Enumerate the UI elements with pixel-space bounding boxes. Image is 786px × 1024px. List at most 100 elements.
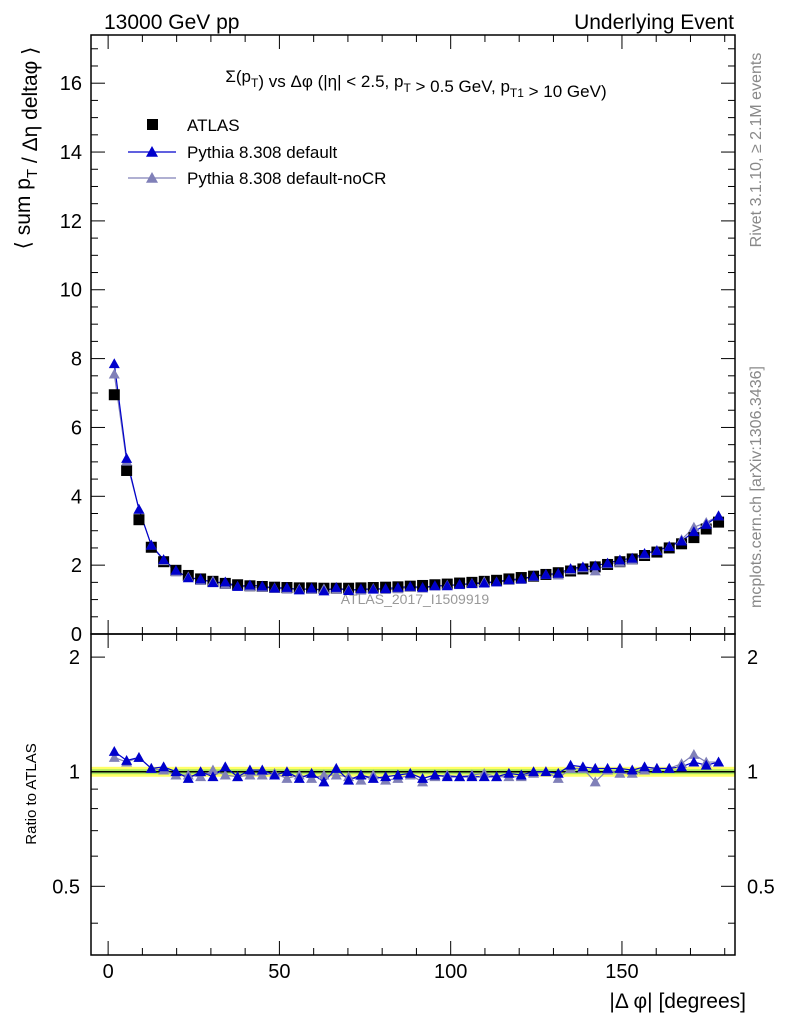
ratio-default-point — [293, 772, 305, 783]
main-data-marks — [108, 358, 725, 596]
ratio-default-point — [281, 766, 293, 777]
main-y-tick-label: 14 — [60, 142, 82, 164]
ratio-noCR-point — [281, 772, 293, 783]
ratio-default-point — [478, 771, 490, 782]
default-data-point — [306, 582, 318, 593]
legend-noCR-label: Pythia 8.308 default-noCR — [187, 169, 386, 188]
default-data-point — [367, 583, 379, 594]
x-tick-label: 50 — [268, 961, 290, 983]
ratio-y-tick-label: 2 — [69, 647, 80, 669]
ratio-default-point — [700, 759, 712, 770]
ratio-noCR-point — [195, 771, 207, 782]
ratio-default-point — [158, 761, 170, 772]
ratio-y-tick-label: 1 — [69, 762, 80, 784]
ratio-default-point — [565, 759, 577, 770]
default-data-point — [565, 563, 577, 573]
noCR-data-point — [108, 368, 120, 379]
default-data-point — [318, 585, 330, 596]
default-data-point — [577, 561, 589, 572]
ratio-default-point — [441, 771, 453, 782]
default-data-point — [256, 580, 268, 591]
ratio-default-point — [663, 762, 675, 773]
default-data-point — [330, 582, 342, 592]
default-data-point — [429, 580, 441, 591]
default-data-point — [195, 573, 207, 584]
ratio-plot-panel: 0.5 0.5 1 1 2 2 0 50 100 150 Ratio to ATLAS |Δ φ|… — [23, 633, 775, 1013]
ratio-default-point — [318, 776, 330, 787]
default-data-point — [688, 526, 700, 537]
default-data-point — [281, 582, 293, 592]
default-data-point — [614, 554, 626, 565]
default-data-point — [170, 564, 182, 575]
ratio-default-point — [454, 771, 466, 782]
ratio-default-point — [330, 762, 342, 773]
ratio-noCR-point — [355, 774, 367, 785]
default-data-point — [392, 582, 404, 592]
main-y-tick-label: 8 — [71, 349, 82, 371]
ratio-noCR-point — [688, 748, 700, 759]
ratio-default-point — [256, 764, 268, 775]
default-data-point — [639, 547, 651, 558]
default-data-point — [491, 576, 503, 587]
default-data-point — [441, 580, 453, 591]
x-axis-label: |Δ φ| [degrees] — [609, 990, 746, 1013]
default-data-point — [589, 560, 601, 571]
main-y-tick-label: 12 — [60, 211, 82, 233]
default-data-point — [207, 577, 219, 588]
ratio-default-point — [108, 745, 120, 756]
ratio-default-point — [244, 764, 256, 775]
main-y-axis-label: ⟨ sum pT / Δη deltaφ ⟩ — [12, 47, 42, 250]
ratio-y-tick-label-right: 2 — [747, 647, 758, 669]
mcplots-reference-label: mcplots.cern.ch [arXiv:1306.3436] — [748, 366, 765, 608]
ratio-default-point — [367, 772, 379, 783]
ratio-default-point — [713, 756, 725, 767]
ratio-noCR-point — [552, 772, 564, 783]
default-data-point — [478, 577, 490, 588]
ratio-default-point — [232, 771, 244, 782]
ratio-noCR-point — [589, 776, 601, 787]
ratio-axes: 0.5 0.5 1 1 2 2 0 50 100 150 — [52, 633, 775, 983]
ratio-default-point — [589, 762, 601, 773]
header-process-label: 13000 GeV pp — [104, 11, 239, 34]
ratio-default-point — [552, 767, 564, 778]
atlas-data-point — [700, 523, 712, 535]
ratio-noCR-point — [318, 769, 330, 780]
ratio-default-point — [269, 769, 281, 780]
atlas-data-point — [121, 464, 133, 476]
ratio-y-axis-label: Ratio to ATLAS — [23, 743, 40, 844]
default-data-point — [219, 576, 231, 587]
ratio-default-point — [145, 762, 157, 773]
default-data-point — [182, 572, 194, 583]
default-data-point — [466, 578, 478, 589]
legend: ATLAS Pythia 8.308 default Pythia 8.308 de… — [128, 116, 386, 188]
main-y-tick-label: 2 — [71, 555, 82, 577]
ratio-frame — [90, 633, 736, 956]
atlas-data-point — [688, 532, 700, 544]
header-analysis-label: Underlying Event — [574, 11, 734, 34]
ratio-default-point — [417, 772, 429, 783]
ratio-default-point — [577, 761, 589, 772]
default-data-point — [293, 584, 305, 595]
ratio-default-point — [343, 774, 355, 785]
default-data-point — [552, 567, 564, 578]
ratio-default-point — [676, 761, 688, 772]
main-y-tick-label: 6 — [71, 417, 82, 439]
legend-default-label: Pythia 8.308 default — [187, 143, 338, 162]
x-tick-label: 150 — [605, 961, 638, 983]
ratio-default-point — [170, 766, 182, 777]
ratio-default-point — [540, 766, 552, 777]
default-data-point — [540, 568, 552, 579]
default-data-point — [700, 519, 712, 529]
default-data-point — [343, 585, 355, 596]
main-plot-panel: ATLAS_2017_I1509919 0 2 4 6 8 10 12 14 16 Σ(pT) … — [12, 34, 736, 646]
analysis-watermark: ATLAS_2017_I1509919 — [341, 591, 490, 607]
legend-marker — [146, 172, 158, 183]
default-data-point — [626, 552, 638, 563]
default-data-point — [121, 452, 133, 463]
ratio-default-point — [355, 769, 367, 780]
ratio-noCR-point — [306, 772, 318, 783]
default-data-point — [133, 503, 145, 514]
default-data-point — [651, 545, 663, 556]
default-data-point — [232, 580, 244, 591]
ratio-default-point — [688, 756, 700, 767]
